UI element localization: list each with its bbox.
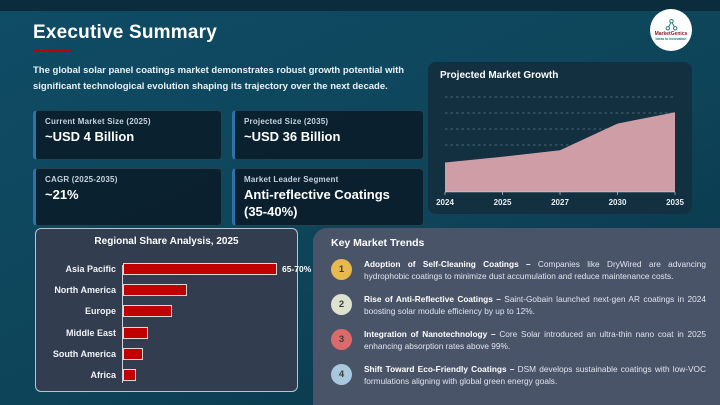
- stat-card-current-size: Current Market Size (2025) ~USD 4 Billio…: [33, 110, 222, 160]
- trend-text: Integration of Nanotechnology – Core Sol…: [364, 328, 706, 352]
- trend-list: 1 Adoption of Self-Cleaning Coatings – Co…: [331, 258, 706, 388]
- stat-value: Anti-reflective Coatings (35-40%): [244, 187, 390, 219]
- trend-item: 3 Integration of Nanotechnology – Core So…: [331, 328, 706, 353]
- trend-title: Integration of Nanotechnology –: [364, 328, 496, 339]
- x-tick-label: 2027: [551, 198, 569, 207]
- trend-number-badge: 1: [331, 259, 352, 280]
- bar-category-label: South America: [52, 348, 116, 359]
- trend-title: Shift Toward Eco-Friendly Coatings –: [364, 363, 515, 374]
- stat-label: Market Leader Segment: [244, 175, 339, 184]
- growth-chart-card: 2024 2025 2027 2030 2035 Projected Market Gr…: [428, 62, 692, 214]
- trend-title: Rise of Anti-Reflective Coatings –: [364, 293, 501, 304]
- molecule-icon: [665, 18, 677, 31]
- trend-item: 1 Adoption of Self-Cleaning Coatings – Co…: [331, 258, 706, 283]
- bar: [123, 347, 143, 360]
- bar: [123, 284, 187, 297]
- slide-subtitle: The global solar panel coatings market d…: [33, 65, 405, 92]
- bar-category-label: Europe: [84, 306, 116, 317]
- x-tick-label: 2025: [494, 198, 512, 207]
- logo-name: MarketGenics: [654, 30, 688, 37]
- trend-number-badge: 4: [331, 363, 352, 385]
- stat-label: CAGR (2025-2035): [45, 175, 118, 184]
- trend-text: Shift Toward Eco-Friendly Coatings – DSM…: [364, 363, 706, 387]
- bar-row: Europe: [46, 305, 289, 318]
- regional-chart-title: Regional Share Analysis, 2025: [94, 236, 239, 247]
- bar-row: Africa: [46, 368, 289, 381]
- stat-value: ~USD 4 Billion: [45, 129, 135, 144]
- growth-chart-svg: 2024 2025 2027 2030 2035: [436, 96, 684, 207]
- stat-card-projected-size: Projected Size (2035) ~USD 36 Billion: [232, 110, 424, 160]
- stat-value: ~21%: [45, 187, 79, 202]
- bar-chart-axis-line: [122, 265, 123, 383]
- stat-label: Current Market Size (2025): [45, 117, 151, 126]
- regional-bars: Asia Pacific 65-70% North America Europe Mid…: [46, 263, 311, 381]
- bar: [123, 326, 148, 339]
- key-trends-panel: Key Market Trends 1 Adoption of Self-Clea…: [313, 228, 720, 405]
- bar-row: North America: [46, 284, 289, 297]
- stat-card-cagr: CAGR (2025-2035) ~21%: [33, 168, 222, 226]
- stat-card-leader-segment: Market Leader Segment Anti-reflective Co…: [232, 168, 424, 226]
- trend-title: Adoption of Self-Cleaning Coatings –: [364, 259, 531, 269]
- bar: [123, 263, 277, 275]
- x-tick-label: 2030: [609, 198, 627, 207]
- trend-text: Adoption of Self-Cleaning Coatings – Com…: [364, 259, 706, 282]
- page-title: Executive Summary: [33, 22, 217, 43]
- trend-item: 2 Rise of Anti-Reflective Coatings – Sain…: [331, 293, 706, 318]
- bar: [123, 368, 136, 381]
- bar: [123, 305, 172, 318]
- bar-category-label: Asia Pacific: [65, 264, 116, 274]
- trend-number-badge: 2: [331, 293, 352, 315]
- stat-value: ~USD 36 Billion: [244, 129, 341, 144]
- company-logo: MarketGenics Ideas to Innovation: [650, 9, 692, 51]
- bar-category-label: Middle East: [65, 327, 116, 338]
- bar-row: South America: [46, 347, 289, 360]
- bar-category-label: North America: [54, 285, 116, 296]
- top-accent-band: [0, 0, 720, 11]
- logo-tagline: Ideas to Innovation: [655, 36, 687, 41]
- title-underline: [34, 49, 72, 52]
- trend-number-badge: 3: [331, 328, 352, 350]
- x-tick-label: 2024: [436, 198, 454, 207]
- bar-value-label: 65-70%: [282, 264, 312, 274]
- regional-share-panel: Regional Share Analysis, 2025 Asia Pacif…: [35, 228, 311, 392]
- trend-item: 4 Shift Toward Eco-Friendly Coatings – DS…: [331, 363, 706, 388]
- bar-row: Middle East: [46, 326, 289, 339]
- area-series: [445, 112, 675, 192]
- trends-title: Key Market Trends: [331, 237, 425, 249]
- bar-row: Asia Pacific 65-70%: [46, 263, 311, 275]
- x-tick-label: 2035: [666, 198, 684, 207]
- stat-card-grid: Current Market Size (2025) ~USD 4 Billio…: [33, 110, 424, 226]
- growth-chart-title: Projected Market Growth: [440, 70, 559, 81]
- stat-label: Projected Size (2035): [244, 117, 329, 126]
- trend-text: Rise of Anti-Reflective Coatings – Saint…: [364, 293, 706, 317]
- bar-category-label: Africa: [90, 369, 116, 380]
